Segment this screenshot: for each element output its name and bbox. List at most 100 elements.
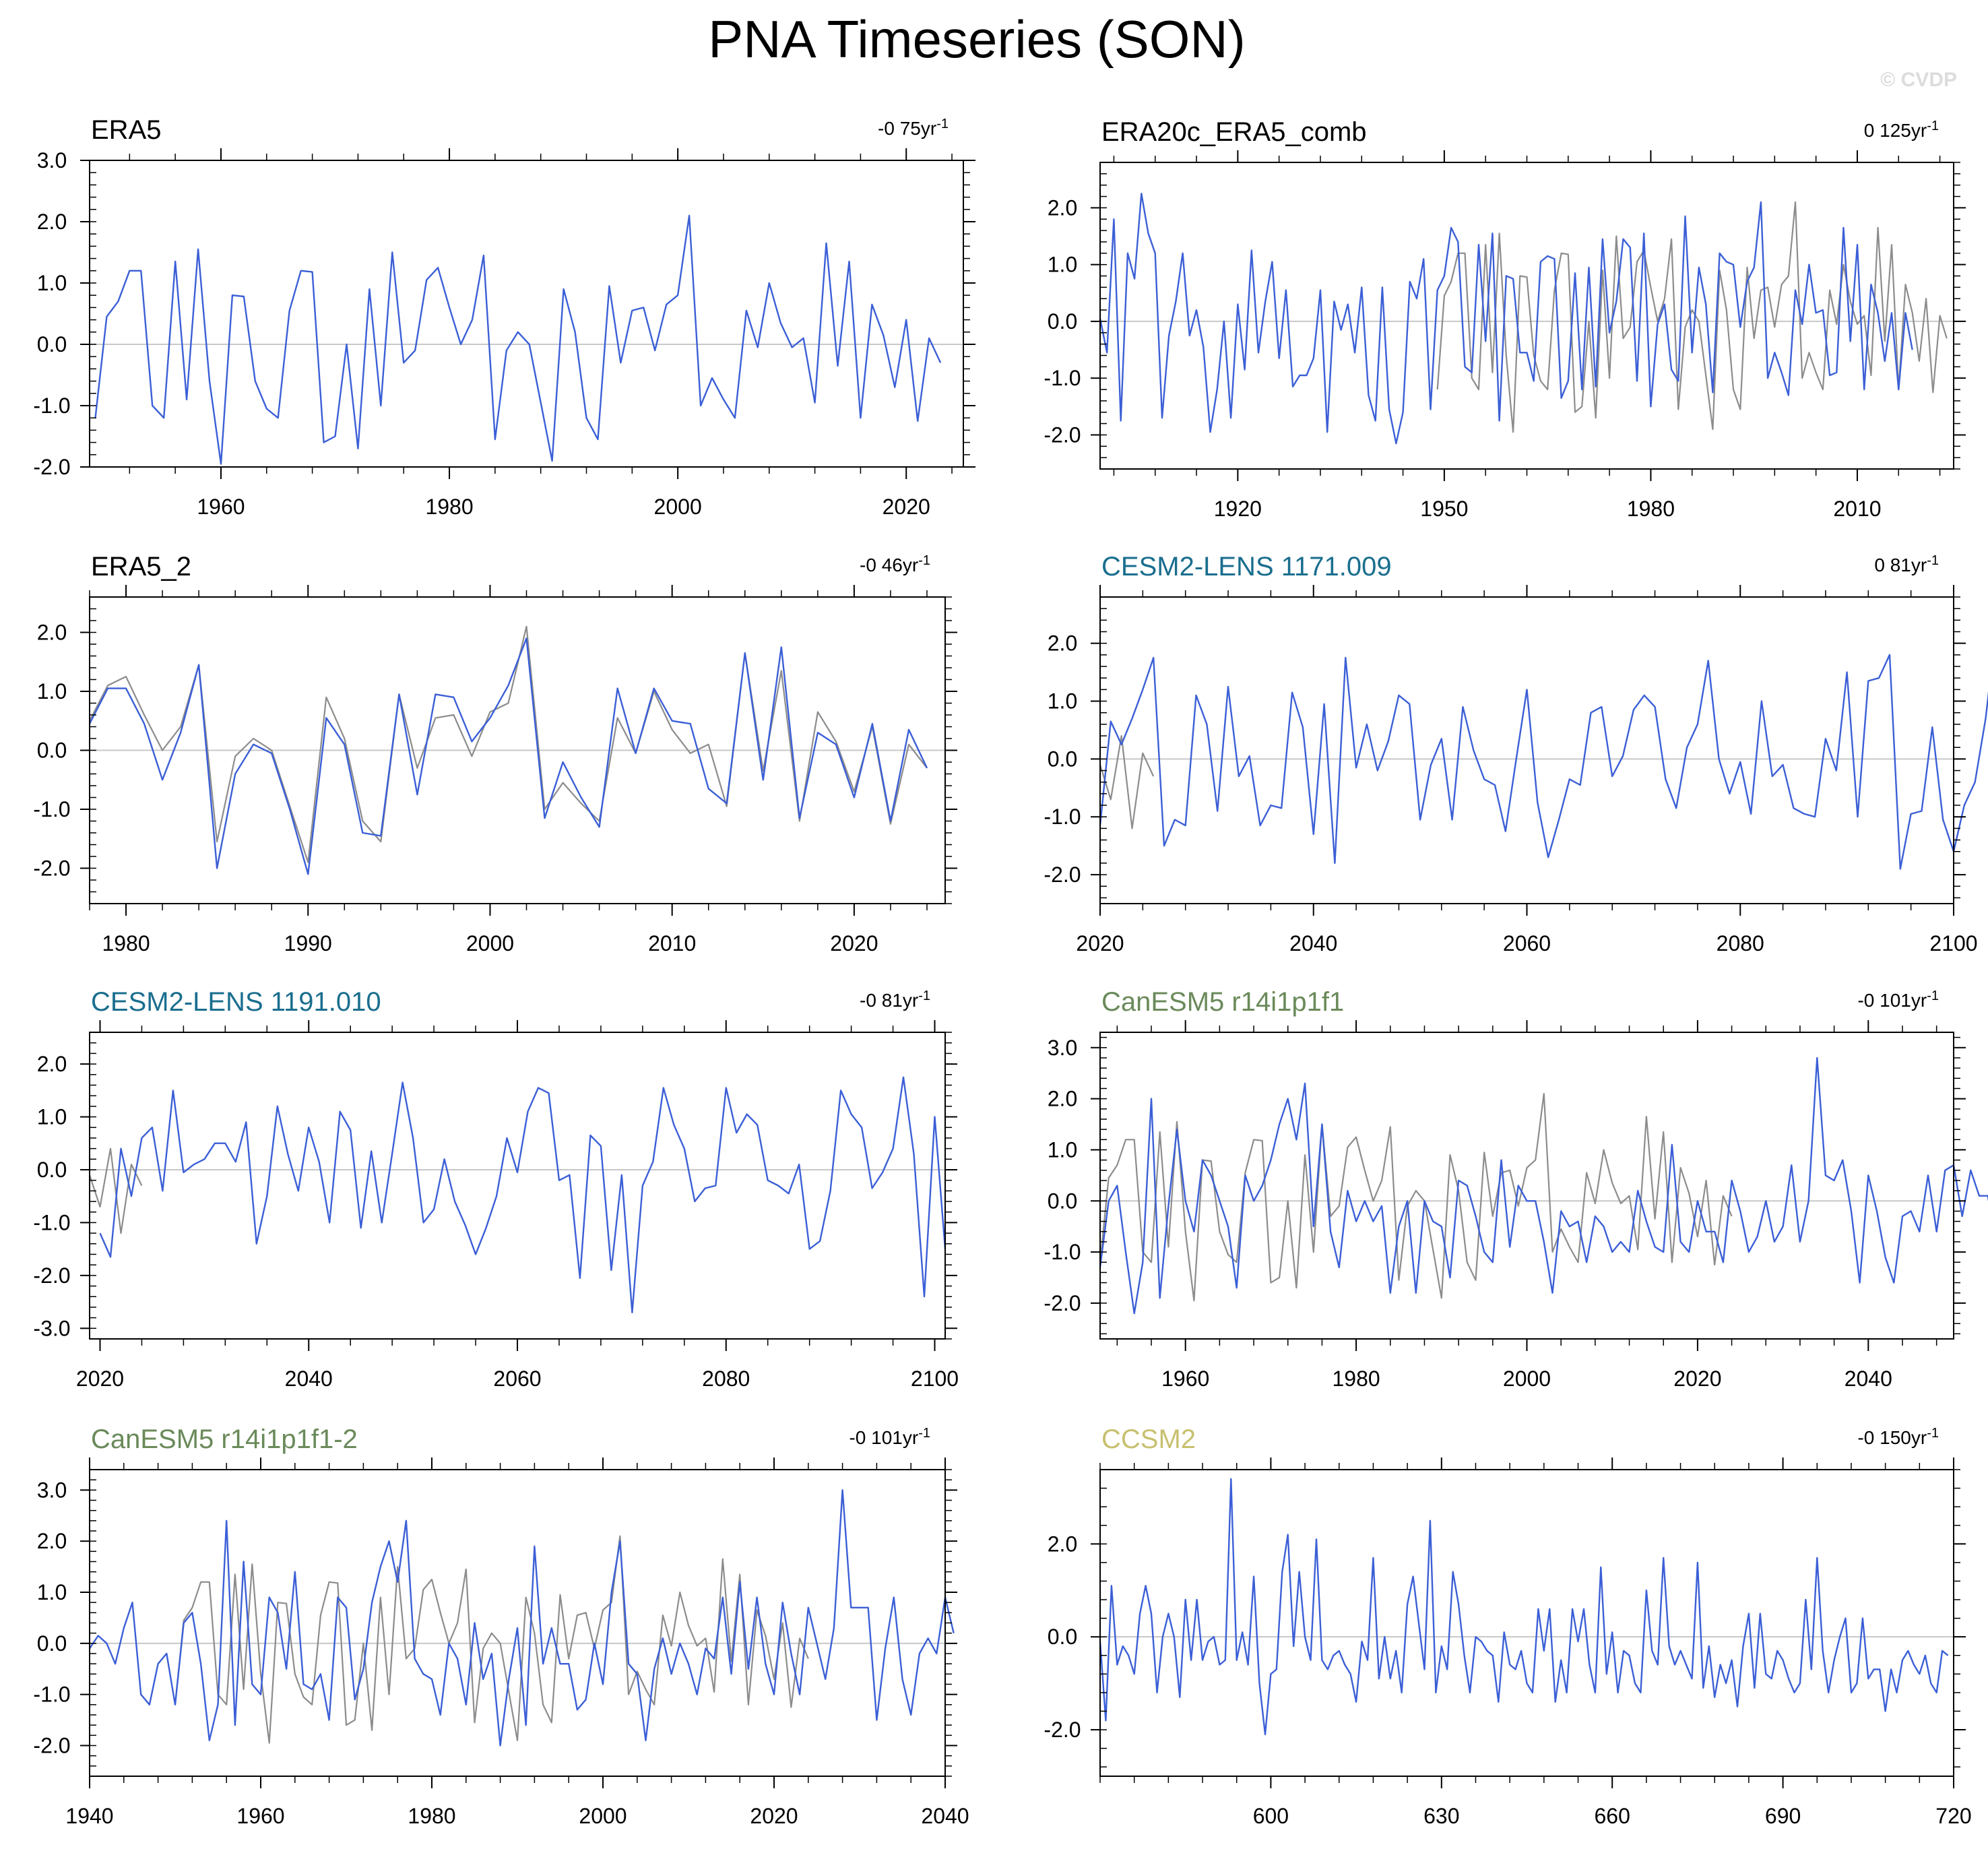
x-tick-label: 1950 — [1420, 497, 1468, 521]
y-tick-label: 0.0 — [1048, 1189, 1077, 1213]
x-tick-label: 1980 — [102, 931, 150, 955]
y-tick-label: 0.0 — [1048, 309, 1077, 334]
series-line — [1099, 1057, 1988, 1315]
y-tick-label: 3.0 — [37, 148, 67, 172]
panel-6: CanESM5 r14i1p1f1 -0 101yr-1 3.0 2.0 1.0 0.0 -… — [1044, 987, 1988, 1391]
x-tick-label: 720 — [1935, 1804, 1971, 1828]
x-tick-label: 2060 — [493, 1367, 541, 1391]
x-tick-label: 2000 — [466, 931, 514, 955]
x-tick-label: 2020 — [1076, 931, 1124, 955]
trend-value: -0 101yr — [1857, 990, 1927, 1011]
panel-1: ERA5 -0 75yr-1 3.0 2.0 1.0 0.0 -1.0 -2.0 1960 198… — [33, 115, 975, 519]
x-tick-label: 660 — [1595, 1804, 1630, 1828]
series-line — [1099, 1092, 1733, 1302]
plot-frame — [89, 160, 964, 468]
x-tick-label: 2010 — [1833, 497, 1881, 521]
trend-value: 0 81yr — [1874, 555, 1927, 575]
plot-frame — [1099, 1032, 1954, 1340]
x-tick-label: 1980 — [1333, 1367, 1380, 1391]
y-tick-label: 2.0 — [1048, 195, 1077, 220]
plot-frame — [89, 1032, 946, 1340]
panel-2: ERA20c_ERA5_comb 0 125yr-1 2.0 1.0 0.0 -1.0 -2… — [1044, 117, 1966, 521]
plot-frame — [1099, 1469, 1954, 1777]
trend-value: -0 101yr — [849, 1427, 918, 1448]
trend-exponent: -1 — [1927, 989, 1939, 1003]
y-tick-label: 2.0 — [37, 1529, 67, 1553]
series-line — [89, 625, 928, 863]
y-tick-label: -1.0 — [1044, 366, 1081, 390]
x-tick-label: 2080 — [1717, 931, 1764, 955]
y-tick-label: 0.0 — [1048, 1625, 1077, 1649]
panel-4: CESM2-LENS 1171.009 0 81yr-1 2.0 1.0 0.0 -1.0… — [1044, 552, 1988, 955]
trend-exponent: -1 — [1927, 119, 1939, 133]
y-tick-label: 1.0 — [37, 1105, 67, 1129]
panel-8: CCSM2 -0 150yr-1 2.0 0.0 -2.0 600 630 660 690 720 — [1044, 1424, 1971, 1828]
y-tick-label: -2.0 — [33, 856, 70, 881]
trend-label: -0 150yr-1 — [1857, 1426, 1939, 1448]
y-tick-label: 1.0 — [37, 679, 67, 703]
y-tick-label: -1.0 — [33, 1683, 70, 1707]
x-tick-label: 2020 — [750, 1804, 798, 1828]
x-tick-label: 690 — [1765, 1804, 1801, 1828]
x-tick-label: 2020 — [1673, 1367, 1721, 1391]
trend-exponent: -1 — [918, 1426, 930, 1441]
trend-exponent: -1 — [1927, 1426, 1939, 1441]
trend-label: -0 81yr-1 — [860, 989, 930, 1011]
y-tick-label: 1.0 — [37, 271, 67, 295]
x-tick-label: 1980 — [408, 1804, 455, 1828]
panel-title: CESM2-LENS 1191.010 — [91, 987, 381, 1017]
y-tick-label: -2.0 — [1044, 422, 1081, 447]
series-line — [174, 1535, 809, 1744]
x-tick-label: 2020 — [883, 495, 930, 519]
y-tick-label: 2.0 — [1048, 631, 1077, 656]
x-tick-label: 600 — [1253, 1804, 1289, 1828]
trend-label: -0 46yr-1 — [860, 553, 930, 575]
y-tick-label: -1.0 — [33, 797, 70, 821]
x-tick-label: 1960 — [236, 1804, 284, 1828]
trend-label: -0 101yr-1 — [1857, 989, 1939, 1011]
panel-7: CanESM5 r14i1p1f1-2 -0 101yr-1 3.0 2.0 1.0 0.… — [33, 1424, 969, 1828]
y-tick-label: -1.0 — [1044, 805, 1081, 829]
y-tick-label: -1.0 — [33, 394, 70, 418]
plot-frame — [1099, 596, 1954, 904]
series-line — [1436, 201, 1948, 433]
x-tick-label: 2040 — [285, 1367, 333, 1391]
x-tick-label: 1940 — [65, 1804, 113, 1828]
panel-title: ERA5 — [91, 115, 162, 145]
panel-title: CESM2-LENS 1171.009 — [1101, 552, 1392, 582]
trend-value: -0 150yr — [1857, 1427, 1927, 1448]
x-tick-label: 2020 — [76, 1367, 124, 1391]
y-tick-label: -2.0 — [33, 455, 70, 479]
trend-label: -0 101yr-1 — [849, 1426, 930, 1448]
trend-exponent: -1 — [1927, 553, 1939, 568]
x-tick-label: 2000 — [579, 1804, 627, 1828]
series-line — [1099, 1478, 1949, 1736]
x-tick-label: 1960 — [197, 495, 245, 519]
series-line — [99, 1076, 947, 1314]
x-tick-label: 1980 — [1627, 497, 1675, 521]
x-tick-label: 1960 — [1161, 1367, 1209, 1391]
y-tick-label: 1.0 — [37, 1580, 67, 1604]
series-line — [88, 1148, 143, 1234]
series-line — [1099, 734, 1155, 829]
y-tick-label: 1.0 — [1048, 689, 1077, 714]
trend-label: -0 75yr-1 — [878, 117, 949, 139]
trend-exponent: -1 — [936, 117, 949, 131]
x-tick-label: 2060 — [1503, 931, 1551, 955]
series-line — [1099, 193, 1913, 445]
y-tick-label: -2.0 — [1044, 1291, 1081, 1315]
x-tick-label: 2020 — [830, 931, 878, 955]
panel-title: CanESM5 r14i1p1f1-2 — [91, 1424, 358, 1454]
credit-label: © CVDP — [1880, 69, 1957, 91]
x-tick-label: 2100 — [911, 1367, 959, 1391]
y-tick-label: -1.0 — [33, 1210, 70, 1234]
y-tick-label: 3.0 — [1048, 1036, 1077, 1060]
trend-value: -0 81yr — [860, 990, 918, 1011]
trend-exponent: -1 — [918, 553, 930, 568]
plot-frame — [1099, 162, 1954, 470]
y-tick-label: -2.0 — [1044, 1718, 1081, 1742]
y-tick-label: 0.0 — [1048, 747, 1077, 771]
figure-title: PNA Timeseries (SON) — [708, 9, 1245, 69]
panel-title: CanESM5 r14i1p1f1 — [1101, 987, 1344, 1017]
